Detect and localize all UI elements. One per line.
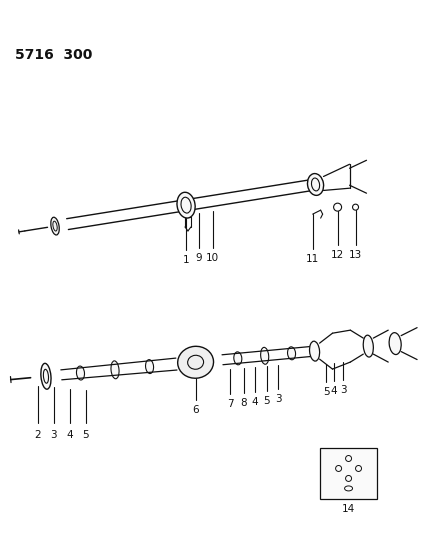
Ellipse shape xyxy=(389,333,401,354)
Bar xyxy=(320,448,377,499)
Text: 9: 9 xyxy=(195,253,202,263)
Text: 10: 10 xyxy=(206,253,219,263)
Ellipse shape xyxy=(261,348,269,364)
Ellipse shape xyxy=(111,361,119,379)
Ellipse shape xyxy=(307,174,324,196)
Text: 12: 12 xyxy=(331,250,344,260)
Text: 5: 5 xyxy=(83,430,89,440)
Ellipse shape xyxy=(146,360,154,374)
Text: 5: 5 xyxy=(323,387,330,397)
Text: 11: 11 xyxy=(306,254,319,264)
Text: 4: 4 xyxy=(67,430,73,440)
Text: 5716  300: 5716 300 xyxy=(15,47,92,62)
Ellipse shape xyxy=(234,352,242,365)
Ellipse shape xyxy=(178,346,214,378)
Text: 6: 6 xyxy=(192,405,199,415)
Text: 8: 8 xyxy=(240,398,247,408)
Ellipse shape xyxy=(77,366,84,380)
Text: 7: 7 xyxy=(227,399,233,409)
Ellipse shape xyxy=(309,341,320,361)
Ellipse shape xyxy=(288,347,296,360)
Text: 13: 13 xyxy=(349,250,362,260)
Text: 3: 3 xyxy=(340,385,347,395)
Text: 1: 1 xyxy=(183,255,189,265)
Text: 5: 5 xyxy=(263,395,270,406)
Text: 3: 3 xyxy=(51,430,57,440)
Text: 4: 4 xyxy=(252,397,259,407)
Text: 2: 2 xyxy=(35,430,41,440)
Ellipse shape xyxy=(41,364,51,389)
Ellipse shape xyxy=(363,335,373,357)
Ellipse shape xyxy=(51,217,59,235)
Text: 14: 14 xyxy=(342,504,355,514)
Text: 4: 4 xyxy=(330,386,337,396)
Text: 3: 3 xyxy=(275,394,282,405)
Ellipse shape xyxy=(177,192,195,218)
